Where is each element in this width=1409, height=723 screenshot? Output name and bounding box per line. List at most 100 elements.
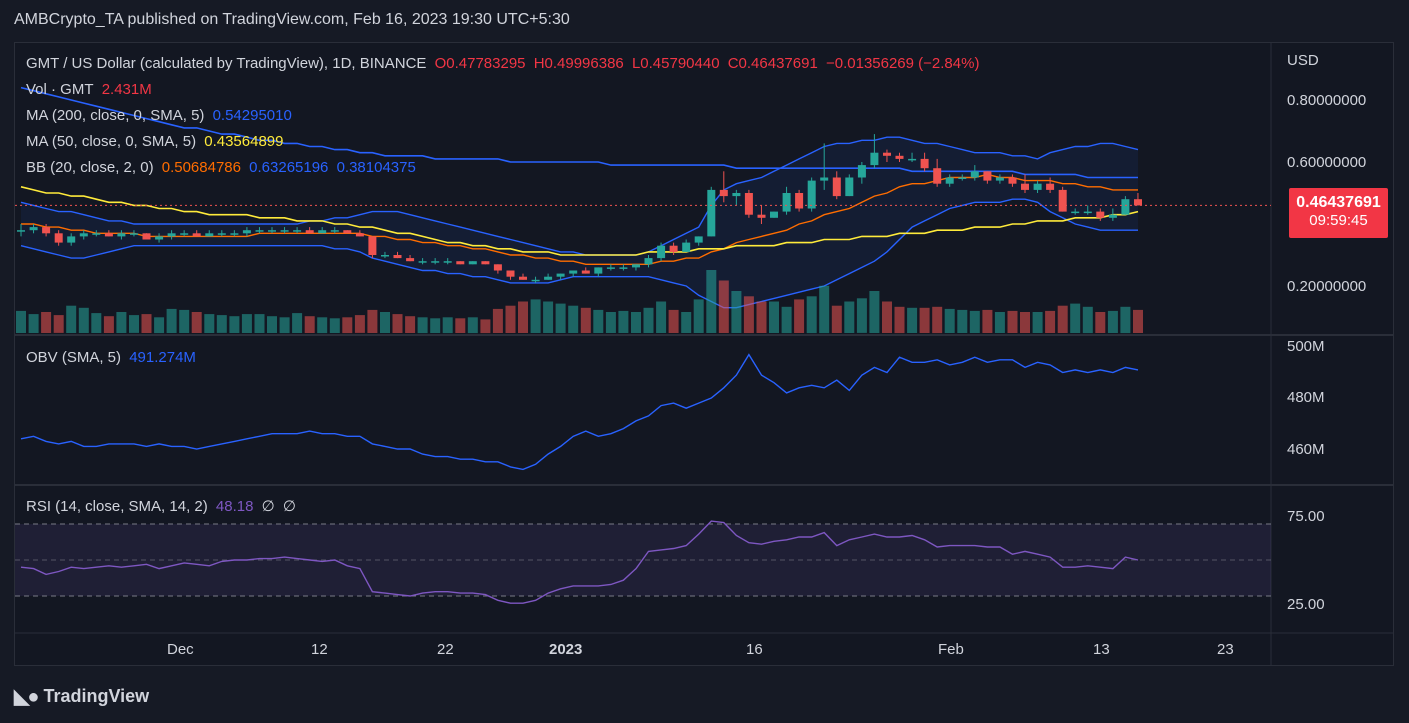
- candle-body: [958, 177, 967, 179]
- volume-bar: [957, 309, 968, 333]
- volume-bar: [530, 299, 541, 333]
- volume-bar: [743, 296, 754, 334]
- obv-tick-2: 480M: [1287, 389, 1325, 406]
- volume-bar: [304, 316, 315, 333]
- rsi-label[interactable]: RSI (14, close, SMA, 14, 2): [26, 498, 208, 515]
- volume-bar: [994, 312, 1005, 333]
- candle-body: [1096, 211, 1105, 218]
- candle-body: [330, 230, 339, 232]
- volume-bar: [41, 312, 52, 333]
- candle-body: [1058, 189, 1067, 212]
- obv-line: [20, 353, 1139, 471]
- tradingview-brand: TradingView: [43, 686, 150, 706]
- symbol-title[interactable]: GMT / US Dollar (calculated by TradingVi…: [26, 55, 427, 72]
- ma200-legend: MA (200, close, 0, SMA, 5) 0.54295010: [26, 107, 296, 124]
- volume-bar: [731, 291, 742, 333]
- volume-bar: [643, 307, 654, 333]
- candle-body: [519, 276, 527, 280]
- volume-bar: [919, 307, 930, 333]
- candle-body: [155, 236, 164, 240]
- volume-bar: [618, 310, 629, 333]
- candle-body: [493, 264, 502, 271]
- candle-body: [205, 233, 214, 237]
- candle-body: [657, 245, 666, 259]
- chart-frame[interactable]: GMT / US Dollar (calculated by TradingVi…: [14, 42, 1394, 666]
- bb-fill: [21, 137, 1138, 308]
- candle-body: [355, 233, 364, 237]
- ma50-label[interactable]: MA (50, close, 0, SMA, 5): [26, 133, 197, 150]
- last-price-value: 0.46437691: [1296, 194, 1381, 211]
- candle-body: [54, 233, 63, 243]
- volume-bar: [191, 312, 202, 333]
- candle-body: [908, 158, 917, 161]
- candle-body: [845, 177, 854, 197]
- ohlc-close: C0.46437691: [727, 55, 818, 72]
- bb-label[interactable]: BB (20, close, 2, 0): [26, 159, 154, 176]
- volume-bar: [292, 313, 303, 333]
- candle-body: [995, 177, 1004, 181]
- candle-body: [142, 233, 151, 240]
- candle-body: [1083, 211, 1092, 214]
- volume-bar: [455, 318, 466, 333]
- volume-bar: [1095, 312, 1106, 333]
- candle-body: [506, 270, 515, 277]
- rsi-legend: RSI (14, close, SMA, 14, 2) 48.18 ∅ ∅: [26, 497, 300, 515]
- rsi-na-2: ∅: [282, 498, 296, 515]
- candle-body: [1071, 211, 1080, 214]
- candle-body: [682, 242, 691, 252]
- rsi-tick-75: 75.00: [1287, 508, 1325, 525]
- volume-bar: [166, 308, 177, 333]
- candle-body: [29, 227, 38, 231]
- volume-bar: [781, 306, 792, 334]
- volume-bar: [1082, 306, 1093, 334]
- tradingview-logo[interactable]: ◣● TradingView: [14, 684, 149, 709]
- volume-bar: [492, 308, 503, 333]
- volume-bar: [819, 285, 830, 334]
- volume-label[interactable]: Vol · GMT: [26, 81, 94, 98]
- candle-body: [242, 230, 251, 234]
- volume-bar: [216, 315, 227, 333]
- obv-tick-1: 500M: [1287, 338, 1325, 355]
- currency-label[interactable]: USD: [1287, 52, 1319, 69]
- candle-body: [381, 255, 389, 257]
- candle-body: [406, 258, 415, 262]
- candle-body: [79, 233, 88, 237]
- candle-body: [832, 177, 841, 197]
- ma200-label[interactable]: MA (200, close, 0, SMA, 5): [26, 107, 205, 124]
- candle-body: [104, 233, 113, 237]
- candle-body: [632, 264, 640, 268]
- volume-bar: [78, 307, 89, 333]
- volume-bar: [1007, 310, 1018, 333]
- volume-bar: [932, 306, 943, 334]
- candle-body: [431, 261, 440, 263]
- volume-bar: [706, 270, 717, 333]
- volume-bar: [1133, 309, 1143, 333]
- volume-bar: [1057, 305, 1068, 333]
- candle-body: [305, 230, 314, 234]
- candle-body: [1033, 183, 1042, 190]
- volume-bar: [1120, 306, 1131, 334]
- volume-bar: [568, 305, 579, 333]
- candle-body: [293, 230, 302, 232]
- candlesticks: [15, 134, 1271, 283]
- ohlc-change: −0.01356269 (−2.84%): [825, 55, 980, 72]
- candle-body: [1008, 177, 1017, 184]
- volume-bar: [53, 315, 64, 333]
- volume-bar: [907, 307, 918, 333]
- candle-body: [782, 193, 791, 212]
- date-tick-12: 12: [311, 641, 328, 658]
- ohlc-high: H0.49996386: [533, 55, 624, 72]
- volume-bar: [405, 316, 416, 333]
- main-legend-row: GMT / US Dollar (calculated by TradingVi…: [26, 55, 983, 72]
- volume-bar: [103, 316, 114, 333]
- volume-bar: [154, 317, 165, 334]
- candle-body: [92, 233, 101, 235]
- obv-label[interactable]: OBV (SMA, 5): [26, 349, 122, 366]
- candle-body: [544, 276, 553, 280]
- candle-body: [42, 227, 51, 234]
- candle-body: [807, 180, 816, 209]
- volume-bar: [794, 299, 805, 333]
- volume-bars: [16, 270, 1143, 334]
- chart-canvas[interactable]: [15, 43, 1393, 665]
- volume-bar: [467, 317, 478, 334]
